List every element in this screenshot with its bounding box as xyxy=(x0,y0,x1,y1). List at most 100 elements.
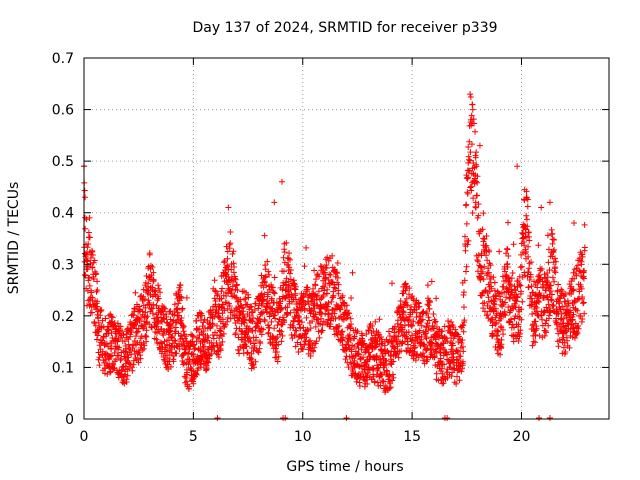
data-point xyxy=(359,337,366,344)
data-point xyxy=(83,250,90,257)
data-point xyxy=(425,327,432,334)
data-point xyxy=(514,294,521,301)
data-point xyxy=(252,300,259,307)
data-point xyxy=(216,314,223,321)
data-point xyxy=(326,271,333,278)
data-point xyxy=(103,340,110,347)
data-point xyxy=(243,343,250,350)
data-point xyxy=(155,282,162,289)
data-point xyxy=(93,336,100,343)
data-point xyxy=(463,174,470,181)
data-point xyxy=(409,322,416,329)
data-point xyxy=(376,316,383,323)
data-point xyxy=(472,178,479,185)
data-point xyxy=(86,234,93,241)
data-point xyxy=(261,316,268,323)
data-point xyxy=(467,184,474,191)
data-point xyxy=(229,250,236,257)
data-point xyxy=(467,149,474,156)
data-point xyxy=(330,292,337,299)
data-point xyxy=(303,334,310,341)
data-point xyxy=(163,314,170,321)
data-point xyxy=(92,271,99,278)
data-point xyxy=(108,313,115,320)
data-point xyxy=(107,353,114,360)
data-point xyxy=(89,251,96,258)
data-point xyxy=(517,264,524,271)
data-point xyxy=(453,380,460,387)
data-point xyxy=(541,332,548,339)
data-point xyxy=(496,248,503,255)
data-point xyxy=(545,246,552,253)
data-point xyxy=(433,370,440,377)
data-point xyxy=(266,271,273,278)
data-point xyxy=(473,163,480,170)
data-point xyxy=(325,299,332,306)
data-point xyxy=(485,269,492,276)
data-point xyxy=(319,321,326,328)
data-point xyxy=(549,274,556,281)
data-point xyxy=(489,331,496,338)
data-point xyxy=(88,289,95,296)
data-point xyxy=(176,345,183,352)
data-point xyxy=(525,284,532,291)
data-point xyxy=(492,292,499,299)
data-point xyxy=(403,301,410,308)
data-point xyxy=(378,372,385,379)
data-point xyxy=(556,304,563,311)
data-point xyxy=(233,281,240,288)
data-point xyxy=(108,345,115,352)
data-point xyxy=(222,321,229,328)
data-point xyxy=(258,290,265,297)
data-point xyxy=(168,323,175,330)
data-point xyxy=(122,371,129,378)
data-point xyxy=(147,262,154,269)
data-point xyxy=(310,308,317,315)
data-point xyxy=(287,256,294,263)
data-point xyxy=(291,331,298,338)
data-point xyxy=(523,216,530,223)
data-point xyxy=(410,318,417,325)
data-point xyxy=(522,226,529,233)
data-point xyxy=(226,245,233,252)
data-point xyxy=(389,377,396,384)
data-point xyxy=(175,300,182,307)
data-point xyxy=(212,298,219,305)
data-point xyxy=(160,356,167,363)
data-point xyxy=(446,322,453,329)
data-point xyxy=(400,309,407,316)
data-point xyxy=(258,331,265,338)
data-point xyxy=(166,328,173,335)
data-point xyxy=(315,328,322,335)
data-point xyxy=(210,335,217,342)
data-point xyxy=(465,174,472,181)
data-point xyxy=(465,237,472,244)
data-point xyxy=(307,325,314,332)
data-point xyxy=(257,318,264,325)
data-point xyxy=(439,328,446,335)
data-point xyxy=(272,315,279,322)
data-point xyxy=(114,338,121,345)
data-point xyxy=(559,288,566,295)
data-point xyxy=(579,294,586,301)
data-point xyxy=(311,267,318,274)
data-point xyxy=(345,336,352,343)
data-point xyxy=(355,351,362,358)
data-point xyxy=(455,333,462,340)
data-point xyxy=(220,259,227,266)
data-point xyxy=(416,327,423,334)
data-point xyxy=(523,212,530,219)
data-point xyxy=(505,219,512,226)
data-point xyxy=(292,283,299,290)
data-point xyxy=(549,230,556,237)
data-point xyxy=(501,268,508,275)
data-point xyxy=(250,314,257,321)
data-point xyxy=(431,319,438,326)
data-point xyxy=(547,287,554,294)
data-point xyxy=(114,320,121,327)
data-point xyxy=(97,308,104,315)
data-point xyxy=(415,300,422,307)
data-point xyxy=(280,268,287,275)
data-point xyxy=(278,338,285,345)
